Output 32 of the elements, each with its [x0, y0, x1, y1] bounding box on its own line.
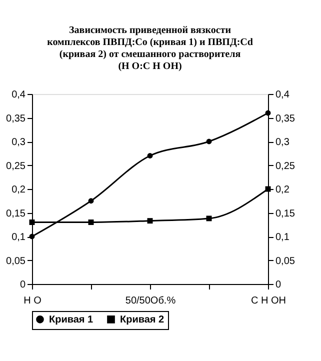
legend-label: Кривая 1 [49, 314, 94, 326]
point [147, 153, 153, 158]
y-tick-label: 0,2 [12, 184, 26, 196]
y-tick-label: 0,1 [12, 232, 26, 243]
y2-tick-label: 0,4 [276, 90, 290, 100]
x-tick-label: 50/50Об.% [125, 296, 176, 306]
chart-title: Зависимость приведенной вязкости комплексов ПВПД:Co (кривая 1) и ПВПД:Cd (кривая 2) от смешанного растворителя (H O:C H OH) [47, 25, 254, 72]
point [206, 138, 212, 144]
y-tick-label: 0 [20, 280, 26, 290]
y2-tick-label: 0,2 [276, 184, 290, 196]
point [88, 198, 94, 204]
point [147, 218, 153, 224]
y2-tick-label: 0,25 [276, 160, 296, 172]
y2-tick-label: 0,35 [276, 113, 296, 124]
y-tick-label: 0,15 [6, 208, 26, 220]
x-tick-label: H O [24, 296, 42, 306]
point [265, 110, 271, 116]
y2-tick-label: 0,1 [276, 232, 290, 243]
point [29, 220, 35, 225]
point [88, 220, 94, 225]
y-tick-label: 0,3 [12, 137, 26, 148]
x-tick-label: C H OH [251, 296, 286, 306]
y2-tick-label: 0,05 [276, 256, 296, 267]
y-tick-label: 0,35 [6, 113, 26, 124]
y2-tick-label: 0,15 [276, 208, 296, 220]
y-tick-label: 0,4 [12, 90, 26, 100]
y2-tick-label: 0 [276, 280, 282, 290]
point [206, 216, 212, 222]
y2-tick-label: 0,3 [276, 137, 290, 148]
y-tick-label: 0,05 [6, 256, 26, 267]
legend-label: Кривая 2 [120, 314, 165, 326]
y-tick-label: 0,25 [6, 160, 26, 172]
